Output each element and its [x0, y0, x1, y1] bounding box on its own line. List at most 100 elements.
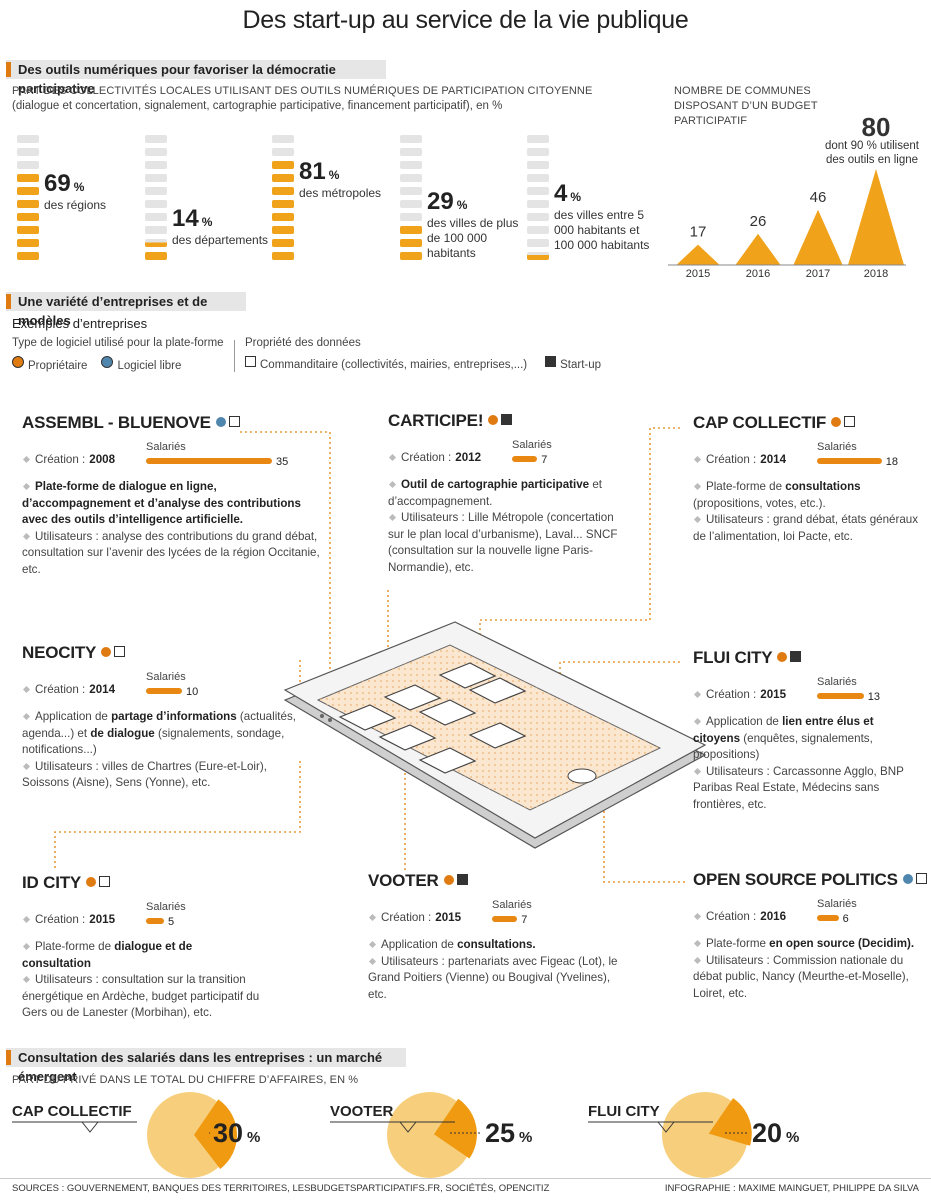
employee-bar	[492, 916, 518, 922]
company-name: CAP COLLECTIF	[693, 413, 827, 432]
employee-value: 5	[168, 916, 175, 928]
divider	[234, 340, 235, 372]
data-square	[790, 651, 802, 662]
creation: Création :2014	[693, 452, 786, 469]
unit: %	[786, 1129, 799, 1146]
employees-label: Salariés	[492, 899, 532, 911]
employee-bar	[146, 918, 164, 924]
company: ASSEMBL - BLUENOVE Salariés 35 Création :20…	[22, 413, 322, 605]
employee-bar	[817, 915, 839, 921]
stack-value: 14	[172, 205, 199, 232]
description-part: Plate-forme de	[35, 940, 115, 953]
employees-label: Salariés	[146, 441, 186, 453]
company-header: VOOTER	[368, 872, 468, 892]
pill	[400, 161, 422, 169]
triangle	[676, 244, 720, 265]
data-square	[915, 873, 927, 884]
company-body: Plate-forme de dialogue et de consultati…	[22, 939, 262, 1022]
creation-year: 2015	[89, 913, 116, 926]
description-part: de dialogue	[90, 726, 155, 740]
users: Utilisateurs : villes de Chartres (Eure-…	[22, 759, 312, 792]
creation: Création :2014	[22, 682, 115, 699]
pill	[400, 174, 422, 182]
data-square	[456, 874, 468, 885]
year-label: 2018	[864, 268, 888, 280]
creation-year: 2014	[760, 453, 787, 466]
bubble-tail	[81, 1121, 99, 1133]
pill	[527, 148, 549, 156]
creation-label: Création :	[706, 453, 757, 466]
connectors	[54, 427, 685, 883]
employees: Salariés 6	[785, 898, 931, 928]
employees: Salariés 18	[785, 441, 931, 471]
pill	[400, 187, 422, 195]
creation-year: 2008	[89, 453, 116, 466]
stack-text: 81% des métropoles	[299, 158, 397, 201]
stack-fill	[145, 242, 167, 260]
unit: %	[570, 190, 582, 204]
year-label: 2016	[746, 268, 770, 280]
description-part: partage d’informations	[111, 710, 237, 723]
description: Plate-forme de dialogue et de consultati…	[22, 939, 262, 972]
employee-value: 7	[521, 914, 528, 926]
company-name: OPEN SOURCE POLITICS	[693, 870, 898, 889]
description-part: en open source (Decidim).	[769, 937, 915, 950]
triangle-value: 26	[750, 213, 767, 230]
pie-number: 20	[752, 1118, 782, 1148]
stack-fill	[272, 158, 294, 260]
company-body: Plate-forme de dialogue en ligne, d’acco…	[22, 479, 322, 578]
employee-value: 13	[867, 691, 881, 703]
software-dot	[101, 647, 112, 657]
legend-dot	[12, 356, 24, 368]
description: Plate-forme de dialogue en ligne, d’acco…	[22, 479, 322, 529]
bubble-tail	[399, 1121, 417, 1133]
data-square	[844, 416, 856, 427]
description-part: Application de	[381, 938, 458, 951]
data-square	[501, 414, 513, 425]
description-part: Application de	[706, 715, 783, 728]
subheading: Exemples d’entreprises	[12, 316, 148, 331]
pie-name: FLUI CITY	[588, 1103, 660, 1120]
unit: %	[519, 1129, 532, 1146]
company-name: NEOCITY	[22, 643, 97, 662]
creation-label: Création :	[706, 688, 757, 701]
pie-name: CAP COLLECTIF	[12, 1103, 132, 1120]
company: CARTICIPE! Salariés 7 Création :2012 Outil d…	[388, 412, 628, 603]
legend-title: Type de logiciel utilisé pour la plate-f…	[12, 337, 224, 349]
software-dot	[488, 415, 499, 425]
description-part: (actualités, agenda...) et	[22, 710, 296, 740]
pill	[145, 161, 167, 169]
unit: %	[247, 1129, 260, 1146]
data-square	[228, 416, 240, 427]
triangle	[793, 209, 843, 265]
creation: Création :2015	[693, 687, 786, 704]
creation: Création :2008	[22, 452, 115, 469]
legend: Propriétaire Logiciel libre	[12, 356, 181, 372]
company-header: ID CITY	[22, 874, 111, 894]
pill	[400, 200, 422, 208]
company-body: Application de lien entre élus et citoye…	[693, 714, 923, 813]
pill	[527, 239, 549, 247]
pill	[145, 226, 167, 234]
year-label: 2015	[686, 268, 710, 280]
company-name: ASSEMBL - BLUENOVE	[22, 413, 211, 432]
employees-label: Salariés	[146, 671, 186, 683]
description-part: (enquêtes, signalements, propositions)	[693, 731, 873, 762]
employee-value: 10	[186, 686, 199, 698]
company-header: FLUI CITY	[693, 649, 802, 669]
legend-label: Logiciel libre	[117, 360, 182, 372]
creation: Création :2015	[22, 912, 115, 929]
employee-bar	[817, 458, 882, 464]
description: Application de lien entre élus et citoye…	[693, 714, 923, 764]
company-header: NEOCITY	[22, 643, 126, 664]
unit: %	[456, 198, 468, 212]
description: Plate-forme en open source (Decidim).	[693, 936, 923, 953]
employees: Salariés 5	[114, 901, 314, 931]
section-heading: Des outils numériques pour favoriser la …	[6, 60, 386, 96]
pill	[145, 148, 167, 156]
pie-value: 20%	[752, 1118, 799, 1148]
description-part: Plate-forme de	[706, 480, 786, 493]
pill	[17, 135, 39, 143]
software-dot	[777, 652, 788, 662]
stack-label: des départements	[172, 233, 269, 247]
